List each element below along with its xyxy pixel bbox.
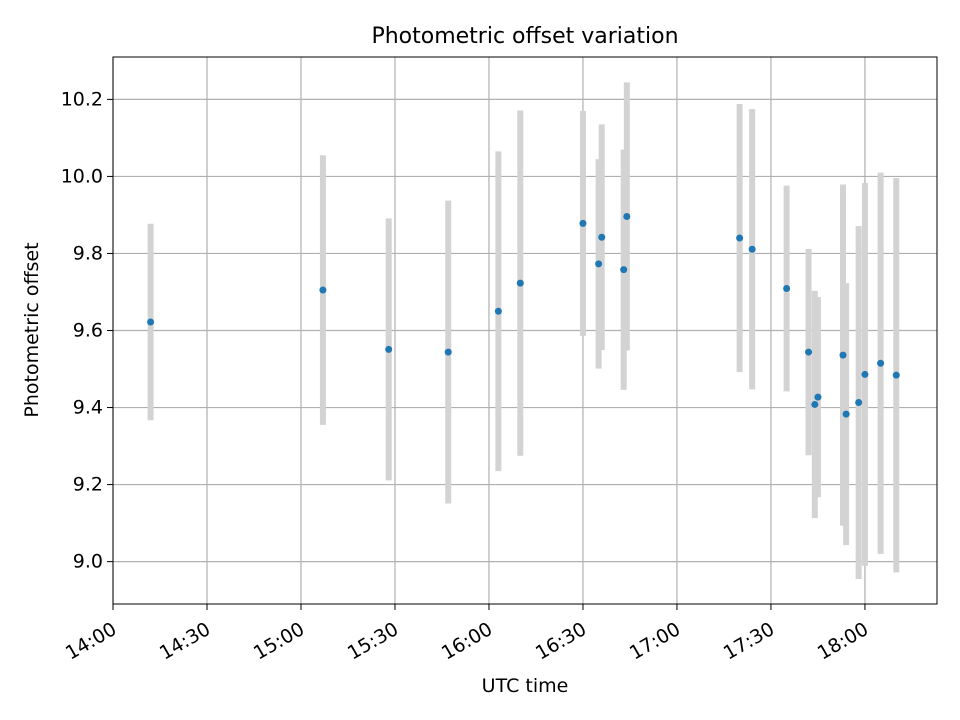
data-point [595, 260, 603, 268]
data-point [861, 370, 869, 378]
data-point [598, 233, 606, 241]
data-point [842, 410, 850, 418]
data-point [623, 212, 631, 220]
y-axis-label: Photometric offset [21, 242, 43, 417]
y-tick-label: 9.0 [73, 551, 103, 573]
data-point [579, 219, 587, 227]
data-point [892, 371, 900, 379]
data-point [494, 307, 502, 315]
data-point [877, 359, 885, 367]
data-point [839, 351, 847, 359]
data-point [814, 393, 822, 401]
y-tick-label: 9.4 [73, 397, 103, 419]
data-point [620, 266, 628, 274]
y-axis: 9.0 9.2 9.4 9.6 9.8 10.0 10.2 [61, 88, 113, 573]
data-point [736, 234, 744, 242]
data-point [385, 345, 393, 353]
data-point [516, 279, 524, 287]
grid [112, 57, 937, 604]
x-axis-label: UTC time [482, 675, 569, 697]
data-point [811, 400, 819, 408]
data-points [147, 212, 900, 418]
data-point [783, 285, 791, 293]
y-tick-label: 9.8 [73, 242, 103, 264]
y-tick-label: 10.2 [61, 88, 103, 110]
y-tick-label: 9.2 [73, 474, 103, 496]
y-tick-label: 9.6 [73, 320, 103, 342]
y-tick-label: 10.0 [61, 165, 103, 187]
data-point [748, 245, 756, 253]
data-point [147, 318, 155, 326]
data-point [319, 286, 327, 294]
data-point [805, 348, 813, 356]
data-point [855, 399, 863, 407]
data-point [444, 348, 452, 356]
chart-title: Photometric offset variation [371, 24, 678, 49]
